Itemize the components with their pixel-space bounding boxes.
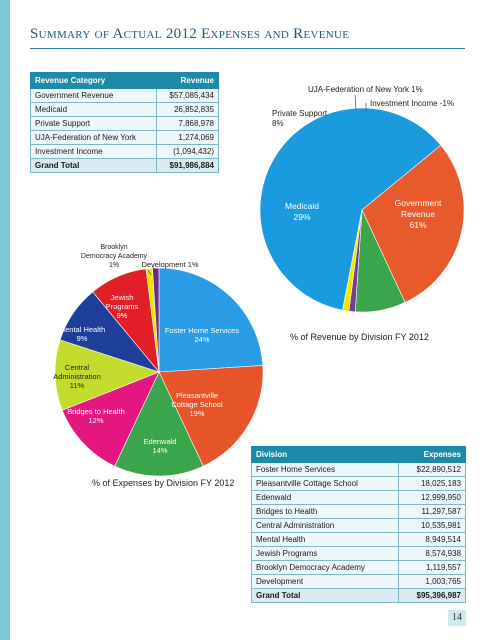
revenue-pie-chart: Government Revenue 61% Medicaid 29% Private S… <box>259 85 465 313</box>
revenue-total-amount: $91,986,884 <box>156 158 219 173</box>
expense-slice-3 <box>61 371 160 467</box>
revenue-slice-label-1: Medicaid 29% <box>285 201 319 222</box>
page-title: Summary of Actual 2012 Expenses and Reve… <box>30 26 350 42</box>
table-row: Brooklyn Democracy Academy 1,119,557 <box>250 560 466 575</box>
division-header: Division <box>250 446 400 463</box>
title-rule <box>30 48 465 49</box>
expense-slice-1 <box>158 365 264 467</box>
revenue-category: Investment Income <box>29 144 158 159</box>
revenue-slice-4 <box>342 209 363 312</box>
table-row: Central Administration 10,535,981 <box>250 518 466 533</box>
expense-total-row: Grand Total $95,396,987 <box>250 588 466 603</box>
division-expense: 10,535,981 <box>398 518 466 533</box>
revenue-total-row: Grand Total $91,986,884 <box>29 158 219 173</box>
expense-slice-label-4: Central Administration 11% <box>53 363 101 390</box>
table-row: Mental Health 8,949,514 <box>250 532 466 547</box>
expense-chart-title: % of Expenses by Division FY 2012 <box>92 478 235 488</box>
revenue-slice-label-4: Investment Income -1% <box>370 99 454 108</box>
revenue-total-label: Grand Total <box>29 158 158 173</box>
revenue-amount: 26,852,835 <box>156 102 219 117</box>
revenue-slice-0 <box>259 107 442 311</box>
division-expense: 18,025,183 <box>398 476 466 491</box>
revenue-table: Revenue Category Revenue Government Reve… <box>29 72 219 173</box>
expense-slice-label-0: Foster Home Services 24% <box>165 326 239 344</box>
expense-slice-4 <box>54 339 160 411</box>
table-row: Jewish Programs 8,574,938 <box>250 546 466 561</box>
revenue-slice-1 <box>361 144 465 303</box>
division-name: Central Administration <box>250 518 400 533</box>
division-expense: 12,999,950 <box>398 490 466 505</box>
expense-pie-chart: Foster Home Services 24% Pleasantville Cott… <box>53 244 264 477</box>
expenses-header: Expenses <box>398 446 466 463</box>
table-row: Private Support 7,868,978 <box>29 116 219 131</box>
expense-slice-label-1: Pleasantville Cottage School 19% <box>171 391 223 418</box>
table-row: Government Revenue $57,085,434 <box>29 88 219 103</box>
expense-slice-8 <box>152 267 160 373</box>
expense-table-header: Division Expenses <box>250 446 466 463</box>
division-name: Development <box>250 574 400 589</box>
revenue-table-header: Revenue Category Revenue <box>29 72 219 89</box>
table-row: Medicaid 26,852,835 <box>29 102 219 117</box>
expense-slice-label-3: Bridges to Health 12% <box>67 407 125 425</box>
division-name: Bridges to Health <box>250 504 400 519</box>
division-name: Foster Home Services <box>250 462 400 477</box>
expense-slice-label-5: Mental Health 9% <box>59 325 105 343</box>
expense-slice-2 <box>114 371 204 477</box>
revenue-slice-label-3: UJA-Federation of New York 1% <box>308 85 423 94</box>
division-name: Brooklyn Democracy Academy <box>250 560 400 575</box>
division-expense: 1,003,765 <box>398 574 466 589</box>
table-row: Edenwald 12,999,950 <box>250 490 466 505</box>
revenue-chart-title: % of Revenue by Division FY 2012 <box>290 332 429 342</box>
revenue-amount: 1,274,069 <box>156 130 219 145</box>
table-row: Foster Home Services $22,890,512 <box>250 462 466 477</box>
expense-slice-label-7: Brooklyn Democracy Academy 1% <box>81 244 148 269</box>
expense-slice-0 <box>158 267 264 373</box>
table-row: Bridges to Health 11,297,587 <box>250 504 466 519</box>
expense-total-label: Grand Total <box>250 588 400 603</box>
expense-leader-line-1 <box>151 265 157 273</box>
division-expense: 11,297,587 <box>398 504 466 519</box>
revenue-slice-label-2: Private Support 8% <box>272 109 328 128</box>
division-expense: 8,574,938 <box>398 546 466 561</box>
revenue-slice-label-0: Government Revenue 61% <box>395 198 442 230</box>
revenue-amount: $57,085,434 <box>156 88 219 103</box>
division-name: Edenwald <box>250 490 400 505</box>
expense-slice-label-8: Development 1% <box>141 260 198 269</box>
table-row: Development 1,003,765 <box>250 574 466 589</box>
expense-total-amount: $95,396,987 <box>398 588 466 603</box>
revenue-category-header: Revenue Category <box>29 72 158 89</box>
page-number: 14 <box>448 610 466 626</box>
revenue-amount: 7,868,978 <box>156 116 219 131</box>
expense-slice-label-6: Jewish Programs 9% <box>106 293 139 320</box>
expense-table: Division Expenses Foster Home Services $… <box>250 446 466 603</box>
revenue-leader-line-0 <box>354 94 357 111</box>
left-accent-bar <box>0 0 10 640</box>
revenue-category: Government Revenue <box>29 88 158 103</box>
expense-slice-label-2: Edenwald 14% <box>144 437 177 455</box>
expense-leader-line-0 <box>147 269 152 276</box>
division-expense: 8,949,514 <box>398 532 466 547</box>
table-row: Investment Income (1,094,432) <box>29 144 219 159</box>
